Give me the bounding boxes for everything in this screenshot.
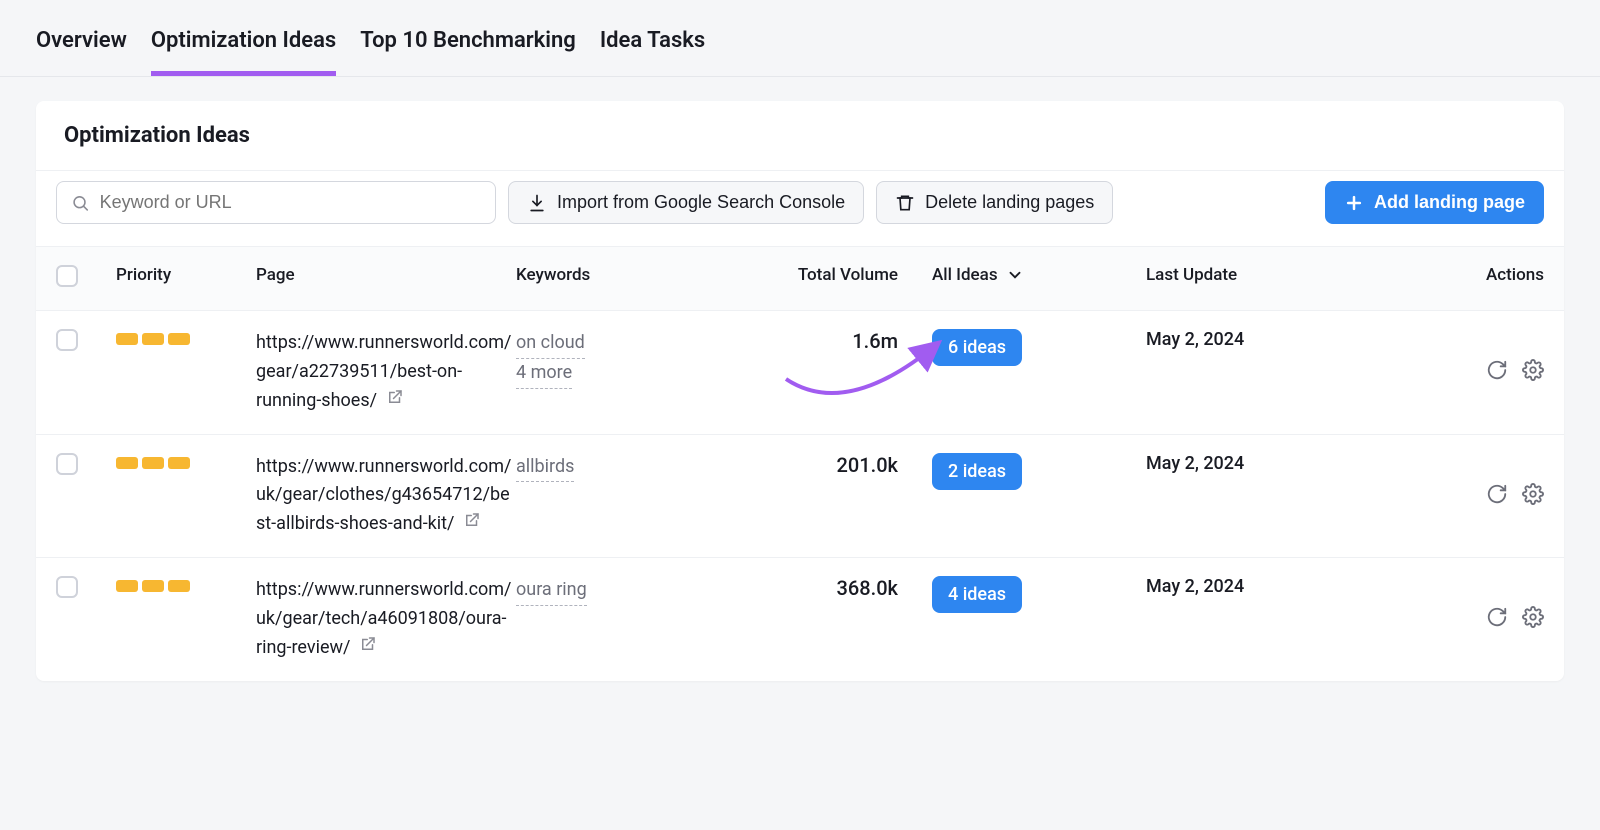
tab-optimization-ideas[interactable]: Optimization Ideas bbox=[151, 28, 336, 76]
total-volume: 368.0k bbox=[837, 576, 898, 600]
col-last-update: Last Update bbox=[1146, 265, 1366, 285]
keyword-text: on cloud bbox=[516, 329, 585, 359]
col-ideas-label: All Ideas bbox=[932, 265, 998, 285]
page-url-text: https://www.runnersworld.com/uk/gear/tec… bbox=[256, 579, 511, 658]
trash-icon bbox=[895, 193, 915, 213]
ideas-badge[interactable]: 4 ideas bbox=[932, 576, 1022, 613]
ideas-badge[interactable]: 6 ideas bbox=[932, 329, 1022, 366]
optimization-ideas-panel: Optimization Ideas Import from Google Se… bbox=[36, 101, 1564, 681]
table-row: https://www.runnersworld.com/uk/gear/tec… bbox=[36, 557, 1564, 681]
delete-landing-pages-button[interactable]: Delete landing pages bbox=[876, 181, 1113, 224]
tab-idea-tasks[interactable]: Idea Tasks bbox=[600, 28, 705, 76]
gear-icon[interactable] bbox=[1522, 606, 1544, 632]
refresh-icon[interactable] bbox=[1486, 483, 1508, 509]
col-keywords: Keywords bbox=[516, 265, 736, 285]
plus-icon bbox=[1344, 193, 1364, 213]
priority-indicator bbox=[116, 457, 190, 469]
toolbar: Import from Google Search Console Delete… bbox=[36, 170, 1564, 246]
total-volume: 201.0k bbox=[837, 453, 898, 477]
total-volume: 1.6m bbox=[852, 329, 898, 353]
tab-overview[interactable]: Overview bbox=[36, 28, 127, 76]
tab-top10-benchmarking[interactable]: Top 10 Benchmarking bbox=[360, 28, 576, 76]
page-url[interactable]: https://www.runnersworld.com/uk/gear/clo… bbox=[256, 453, 516, 540]
panel-title: Optimization Ideas bbox=[36, 101, 1564, 170]
col-page: Page bbox=[256, 265, 516, 285]
table-header: Priority Page Keywords Total Volume All … bbox=[36, 246, 1564, 310]
keyword-text: oura ring bbox=[516, 576, 587, 606]
refresh-icon[interactable] bbox=[1486, 606, 1508, 632]
keyword-cell[interactable]: on cloud 4 more bbox=[516, 329, 736, 389]
import-gsc-button[interactable]: Import from Google Search Console bbox=[508, 181, 864, 224]
nav-tabs: Overview Optimization Ideas Top 10 Bench… bbox=[0, 0, 1600, 77]
priority-indicator bbox=[116, 580, 190, 592]
page-url[interactable]: https://www.runnersworld.com/uk/gear/tec… bbox=[256, 576, 516, 663]
table-row: https://www.runnersworld.com/uk/gear/clo… bbox=[36, 434, 1564, 558]
refresh-icon[interactable] bbox=[1486, 359, 1508, 385]
col-ideas[interactable]: All Ideas bbox=[926, 265, 1146, 285]
page-url-text: https://www.runnersworld.com/gear/a22739… bbox=[256, 332, 511, 411]
search-icon bbox=[71, 193, 90, 213]
keyword-text: allbirds bbox=[516, 453, 574, 483]
external-link-icon[interactable] bbox=[359, 634, 377, 663]
delete-label: Delete landing pages bbox=[925, 192, 1094, 213]
search-input[interactable] bbox=[100, 192, 481, 213]
row-checkbox[interactable] bbox=[56, 576, 78, 598]
last-update: May 2, 2024 bbox=[1146, 453, 1244, 474]
add-landing-page-button[interactable]: Add landing page bbox=[1325, 181, 1544, 224]
last-update: May 2, 2024 bbox=[1146, 576, 1244, 597]
import-label: Import from Google Search Console bbox=[557, 192, 845, 213]
table-row: https://www.runnersworld.com/gear/a22739… bbox=[36, 310, 1564, 434]
gear-icon[interactable] bbox=[1522, 483, 1544, 509]
page-url[interactable]: https://www.runnersworld.com/gear/a22739… bbox=[256, 329, 516, 416]
gear-icon[interactable] bbox=[1522, 359, 1544, 385]
add-label: Add landing page bbox=[1374, 192, 1525, 213]
keyword-cell[interactable]: allbirds bbox=[516, 453, 736, 483]
import-icon bbox=[527, 193, 547, 213]
priority-indicator bbox=[116, 333, 190, 345]
row-checkbox[interactable] bbox=[56, 329, 78, 351]
col-priority: Priority bbox=[116, 265, 256, 285]
external-link-icon[interactable] bbox=[463, 510, 481, 539]
select-all-checkbox[interactable] bbox=[56, 265, 78, 287]
col-volume: Total Volume bbox=[736, 265, 926, 285]
keyword-cell[interactable]: oura ring bbox=[516, 576, 736, 606]
chevron-down-icon bbox=[1006, 266, 1024, 284]
external-link-icon[interactable] bbox=[386, 387, 404, 416]
row-checkbox[interactable] bbox=[56, 453, 78, 475]
col-actions: Actions bbox=[1366, 265, 1544, 285]
search-input-wrap[interactable] bbox=[56, 181, 496, 224]
keyword-more: 4 more bbox=[516, 359, 572, 389]
ideas-badge[interactable]: 2 ideas bbox=[932, 453, 1022, 490]
last-update: May 2, 2024 bbox=[1146, 329, 1244, 350]
